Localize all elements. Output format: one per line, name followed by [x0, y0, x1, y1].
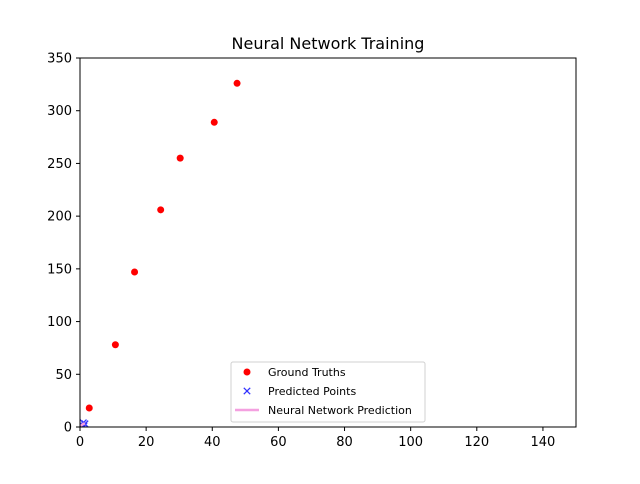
data-point-0-7: [233, 79, 241, 87]
series-layer: [80, 79, 241, 427]
y-tick-label-7: 350: [47, 52, 72, 67]
x-tick-label-0: 0: [76, 435, 84, 450]
y-tick-label-3: 150: [47, 262, 72, 277]
data-point-0-6: [210, 118, 218, 126]
y-tick-label-2: 100: [47, 315, 72, 330]
y-tick-label-1: 50: [55, 368, 72, 383]
legend-label-1: Predicted Points: [268, 385, 356, 398]
y-tick-label-0: 0: [64, 421, 72, 436]
legend-label-0: Ground Truths: [268, 366, 346, 379]
legend-box: [230, 361, 426, 423]
x-tick-label-6: 120: [464, 435, 489, 450]
chart-title: Neural Network Training: [232, 34, 425, 53]
legend-label-2: Neural Network Prediction: [268, 404, 412, 417]
plot-frame: [79, 57, 577, 428]
series-line-2: [80, 422, 86, 427]
x-tick-label-2: 40: [204, 435, 221, 450]
axes-layer: 0 20 40 60 80 100 120 140 0 50 100 150 200 250 300 350: [47, 52, 577, 450]
data-point-0-2: [111, 341, 119, 349]
series-0: [80, 79, 241, 427]
x-tick-label-7: 140: [531, 435, 556, 450]
legend-swatch-1: [243, 387, 251, 395]
y-tick-label-6: 300: [47, 104, 72, 119]
data-point-0-4: [157, 206, 165, 214]
data-point-0-5: [176, 154, 184, 162]
series-2: [80, 422, 86, 427]
x-tick-label-4: 80: [336, 435, 353, 450]
data-point-0-3: [131, 268, 139, 276]
legend-entry-0: Ground Truths: [243, 366, 346, 379]
data-point-0-1: [85, 404, 93, 412]
legend-swatch-1-stroke-b: [243, 387, 251, 395]
y-tick-label-4: 200: [47, 210, 72, 225]
y-tick-label-5: 250: [47, 157, 72, 172]
legend-entry-2: Neural Network Prediction: [235, 404, 412, 417]
x-tick-label-1: 20: [138, 435, 155, 450]
data-point-1-3-stroke-b: [81, 422, 88, 427]
legend-entry-1: Predicted Points: [243, 385, 356, 398]
legend-swatch-0: [243, 368, 251, 376]
x-tick-label-3: 60: [270, 435, 287, 450]
x-tick-label-5: 100: [398, 435, 423, 450]
legend: Ground Truths Predicted Points Neural Netw…: [230, 361, 426, 423]
